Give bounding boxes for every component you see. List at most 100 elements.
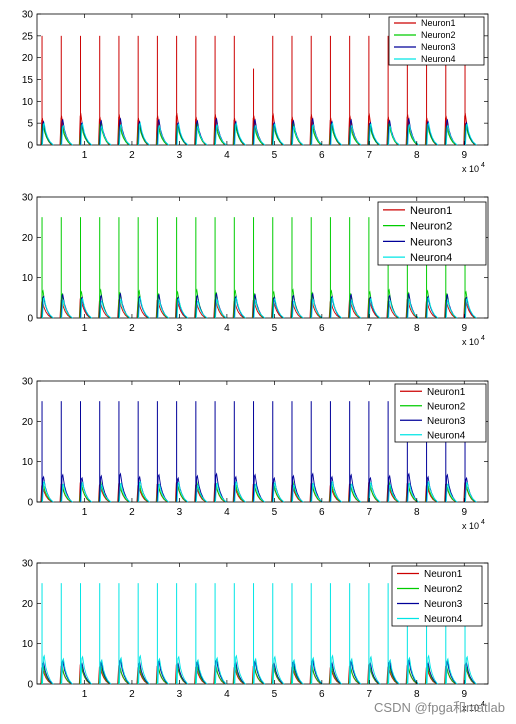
legend-label-neuron4: Neuron4 [421, 54, 456, 64]
x-tick-label: 8 [414, 323, 420, 334]
legend-label-neuron2: Neuron2 [427, 401, 466, 412]
legend-label-neuron3: Neuron3 [427, 416, 466, 427]
series-line-neuron4 [42, 296, 477, 319]
x-tick-label: 7 [367, 507, 373, 518]
x-exponent: 4 [481, 162, 485, 169]
x-tick-label: 1 [82, 689, 88, 700]
x-multiplier: x 10 [462, 703, 479, 713]
y-tick-label: 0 [27, 680, 33, 691]
legend-label-neuron3: Neuron3 [410, 236, 452, 248]
legend-label-neuron4: Neuron4 [410, 252, 452, 264]
x-tick-label: 8 [414, 689, 420, 700]
legend-label-neuron1: Neuron1 [410, 205, 452, 217]
y-tick-label: 25 [22, 31, 34, 42]
x-multiplier: x 10 [462, 164, 479, 174]
x-tick-label: 1 [82, 323, 88, 334]
y-tick-label: 0 [27, 498, 33, 509]
legend-label-neuron1: Neuron1 [427, 387, 466, 398]
series-neuron2 [40, 121, 476, 146]
series-neuron4 [41, 583, 477, 685]
series-line-neuron2 [40, 121, 476, 146]
y-tick-label: 20 [22, 53, 34, 64]
x-tick-label: 2 [129, 323, 135, 334]
y-tick-label: 15 [22, 75, 34, 86]
y-tick-label: 30 [22, 559, 34, 570]
y-tick-label: 10 [22, 97, 34, 108]
y-tick-label: 10 [22, 273, 34, 284]
x-exponent: 4 [481, 519, 485, 526]
series-neuron4 [42, 480, 477, 503]
x-tick-label: 5 [272, 507, 278, 518]
x-tick-label: 6 [319, 689, 325, 700]
x-tick-label: 6 [319, 323, 325, 334]
legend: Neuron1 Neuron2 Neuron3 Neuron4 [388, 16, 485, 66]
y-tick-label: 30 [22, 10, 34, 21]
series-line-neuron1 [40, 296, 475, 319]
x-multiplier: x 10 [462, 337, 479, 347]
series-neuron4 [42, 296, 477, 319]
x-tick-label: 8 [414, 507, 420, 518]
y-tick-label: 5 [27, 119, 33, 130]
x-tick-label: 5 [272, 323, 278, 334]
watermark: CSDN @fpga和matlab [374, 700, 505, 715]
legend: Neuron1 Neuron2 Neuron3 Neuron4 [377, 201, 487, 266]
x-tick-label: 2 [129, 150, 135, 161]
y-tick-label: 10 [22, 457, 34, 468]
x-tick-label: 3 [177, 323, 183, 334]
x-tick-label: 4 [224, 150, 230, 161]
x-tick-label: 9 [461, 507, 467, 518]
series-line-neuron3 [41, 658, 477, 685]
x-tick-label: 2 [129, 689, 135, 700]
legend-box [394, 383, 487, 443]
x-tick-label: 6 [319, 150, 325, 161]
legend-label-neuron3: Neuron3 [421, 42, 456, 52]
x-tick-label: 5 [272, 150, 278, 161]
y-tick-label: 0 [27, 141, 33, 152]
legend-label-neuron2: Neuron2 [424, 584, 463, 595]
series-line-neuron2 [40, 480, 476, 503]
legend: Neuron1 Neuron2 Neuron3 Neuron4 [394, 383, 487, 443]
legend-box [388, 16, 485, 66]
legend-box [377, 201, 487, 266]
legend: Neuron1 Neuron2 Neuron3 Neuron4 [391, 565, 483, 627]
series-line-neuron4 [42, 654, 477, 685]
x-tick-label: 9 [461, 150, 467, 161]
x-tick-label: 4 [224, 323, 230, 334]
y-tick-label: 20 [22, 233, 34, 244]
x-tick-label: 3 [177, 507, 183, 518]
x-tick-label: 5 [272, 689, 278, 700]
x-tick-label: 7 [367, 323, 373, 334]
x-tick-label: 4 [224, 507, 230, 518]
series-line-neuron4 [42, 480, 477, 503]
x-tick-label: 2 [129, 507, 135, 518]
legend-label-neuron1: Neuron1 [424, 569, 463, 580]
legend-label-neuron4: Neuron4 [424, 614, 463, 625]
y-tick-label: 30 [22, 193, 34, 204]
y-tick-label: 10 [22, 639, 34, 650]
legend-label-neuron1: Neuron1 [421, 18, 456, 28]
x-tick-label: 3 [177, 689, 183, 700]
x-tick-label: 7 [367, 150, 373, 161]
x-tick-label: 9 [461, 689, 467, 700]
series-neuron1 [40, 296, 475, 319]
y-tick-label: 30 [22, 377, 34, 388]
series-neuron3 [41, 658, 477, 685]
legend-label-neuron2: Neuron2 [410, 221, 452, 233]
y-tick-label: 20 [22, 599, 34, 610]
x-tick-label: 6 [319, 507, 325, 518]
legend-label-neuron3: Neuron3 [424, 599, 463, 610]
series-neuron2 [40, 662, 476, 685]
series-neuron2 [40, 480, 476, 503]
series-line-neuron4 [42, 121, 477, 146]
x-tick-label: 3 [177, 150, 183, 161]
x-exponent: 4 [481, 335, 485, 342]
x-tick-label: 7 [367, 689, 373, 700]
legend-label-neuron2: Neuron2 [421, 30, 456, 40]
y-tick-label: 20 [22, 417, 34, 428]
x-tick-label: 1 [82, 507, 88, 518]
